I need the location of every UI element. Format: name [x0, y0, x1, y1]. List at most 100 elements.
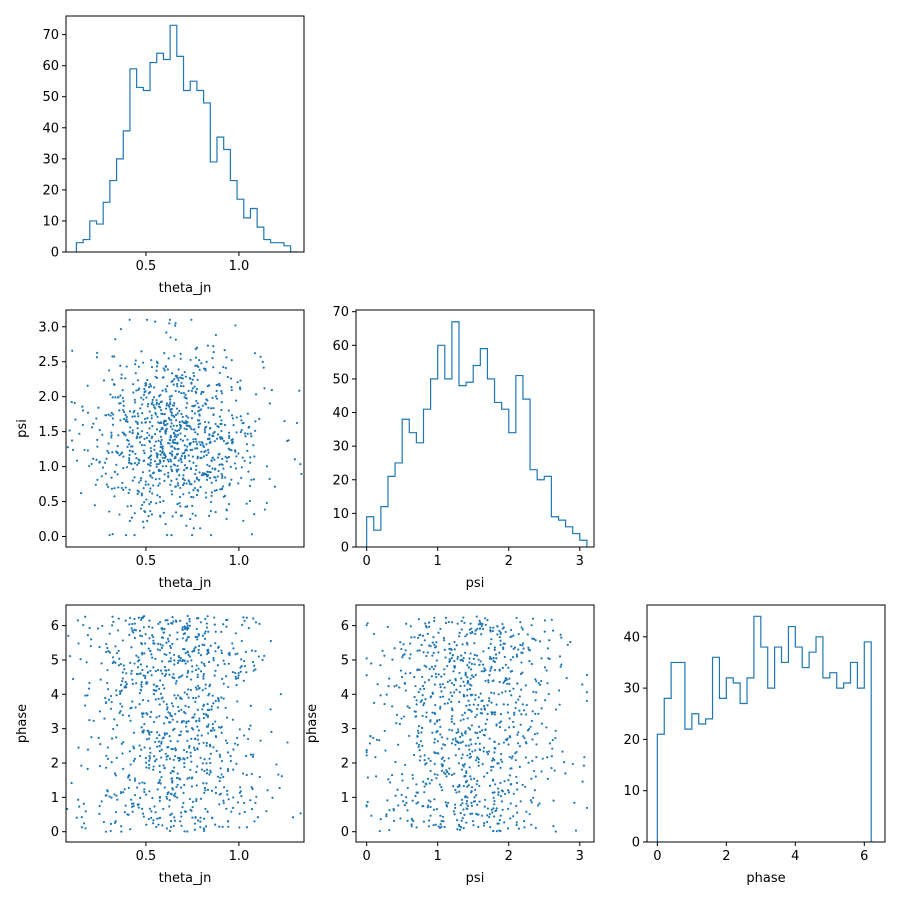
- scatter-point: [174, 792, 177, 795]
- scatter-point: [512, 687, 515, 690]
- scatter-point: [492, 807, 495, 810]
- scatter-point: [112, 660, 115, 663]
- scatter-point: [534, 678, 537, 681]
- scatter-point: [145, 712, 148, 715]
- scatter-point: [146, 671, 149, 674]
- scatter-point: [403, 682, 406, 685]
- scatter-point: [199, 527, 202, 530]
- scatter-point: [140, 634, 144, 638]
- scatter-point: [434, 665, 437, 668]
- scatter-point: [410, 636, 413, 639]
- scatter-point: [87, 687, 91, 690]
- scatter-point: [269, 708, 272, 711]
- y-tick-label: 3: [51, 722, 59, 737]
- scatter-point: [249, 456, 252, 459]
- scatter-point: [203, 829, 206, 833]
- scatter-point: [243, 459, 246, 462]
- scatter-point: [204, 807, 207, 811]
- scatter-point: [117, 396, 120, 399]
- scatter-point: [468, 728, 472, 731]
- scatter-point: [179, 657, 183, 660]
- scatter-point: [189, 755, 192, 758]
- scatter-point: [432, 667, 435, 671]
- scatter-point: [460, 654, 463, 657]
- y-tick-label: 4: [341, 688, 349, 703]
- scatter-point: [224, 455, 227, 458]
- scatter-point: [546, 682, 549, 685]
- scatter-point: [146, 431, 149, 435]
- scatter-point: [235, 455, 238, 458]
- scatter-point: [175, 419, 178, 422]
- x-axis-label: theta_jn: [159, 576, 212, 591]
- scatter-point: [222, 659, 225, 662]
- scatter-point: [490, 665, 493, 669]
- scatter-point: [174, 682, 177, 685]
- scatter-point: [508, 774, 512, 777]
- scatter-point: [487, 679, 490, 682]
- scatter-point: [460, 798, 464, 801]
- scatter-point: [448, 679, 452, 682]
- scatter-point: [213, 616, 216, 619]
- scatter-point: [423, 785, 426, 788]
- scatter-point: [477, 696, 480, 699]
- scatter-point: [125, 420, 128, 423]
- scatter-point: [529, 725, 532, 728]
- scatter-point: [143, 746, 146, 749]
- scatter-point: [553, 769, 556, 772]
- scatter-point: [144, 793, 148, 796]
- scatter-point: [512, 647, 515, 650]
- scatter-point: [250, 435, 253, 438]
- scatter-point: [168, 651, 171, 654]
- scatter-point: [454, 743, 457, 746]
- scatter-point: [466, 785, 469, 788]
- scatter-point: [135, 456, 138, 460]
- scatter-point: [416, 735, 419, 738]
- scatter-point: [409, 642, 412, 645]
- scatter-point: [245, 502, 248, 505]
- scatter-point: [434, 752, 437, 755]
- scatter-point: [173, 766, 176, 769]
- scatter-point: [168, 799, 171, 802]
- scatter-point: [148, 469, 151, 472]
- scatter-point: [536, 732, 539, 735]
- scatter-point: [187, 389, 190, 392]
- y-axis-label: psi: [15, 419, 30, 438]
- scatter-point: [462, 616, 465, 619]
- scatter-point: [159, 782, 162, 785]
- scatter-point: [231, 417, 235, 420]
- scatter-point: [424, 698, 427, 701]
- scatter-point: [118, 711, 121, 715]
- scatter-point: [489, 826, 492, 829]
- scatter-point: [460, 819, 463, 822]
- scatter-point: [470, 684, 473, 687]
- scatter-point: [223, 349, 226, 352]
- scatter-point: [128, 488, 131, 491]
- x-tick-label: 0.5: [136, 554, 157, 569]
- scatter-point: [395, 684, 398, 687]
- scatter-point: [206, 788, 210, 792]
- scatter-point: [484, 679, 487, 683]
- scatter-point: [493, 751, 496, 754]
- scatter-point: [450, 648, 453, 651]
- scatter-point: [393, 685, 396, 688]
- scatter-point: [173, 663, 176, 666]
- scatter-point: [181, 420, 184, 423]
- scatter-point: [435, 777, 438, 780]
- scatter-point: [172, 620, 175, 623]
- scatter-point: [98, 764, 102, 768]
- scatter-point: [454, 737, 457, 740]
- scatter-point: [154, 478, 158, 481]
- scatter-point: [185, 622, 188, 625]
- scatter-point: [158, 817, 161, 820]
- scatter-point: [160, 748, 163, 751]
- scatter-point: [124, 413, 127, 417]
- scatter-point: [209, 729, 213, 732]
- scatter-point: [162, 499, 165, 503]
- scatter-point: [196, 402, 199, 405]
- scatter-point: [554, 830, 557, 833]
- scatter-point: [268, 402, 271, 405]
- scatter-point: [512, 792, 515, 795]
- scatter-point: [254, 650, 257, 653]
- scatter-point: [243, 659, 246, 663]
- scatter-point: [129, 661, 132, 665]
